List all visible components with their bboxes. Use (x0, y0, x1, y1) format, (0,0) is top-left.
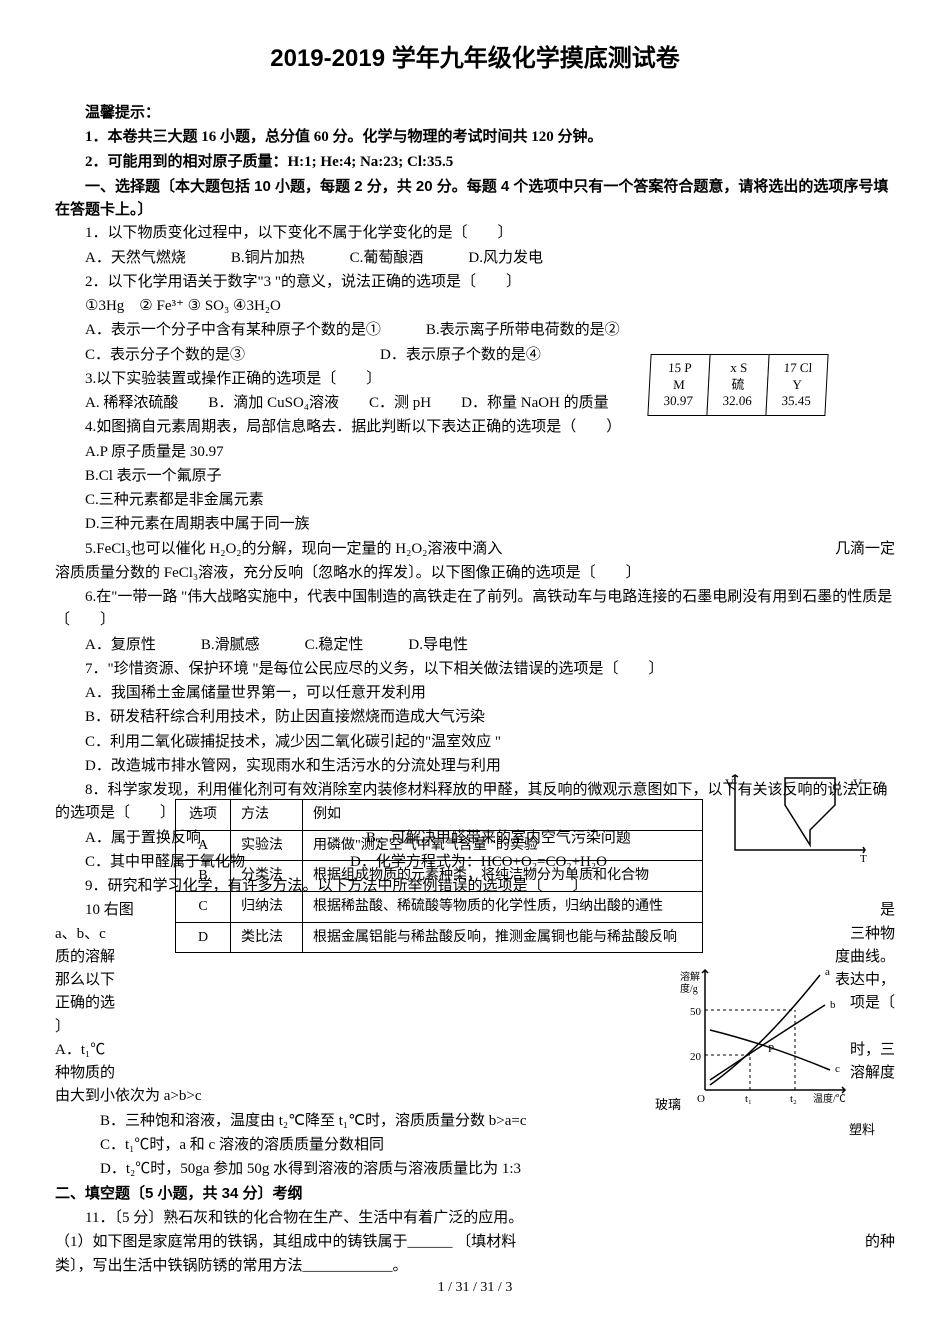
tip-2: 2．可能用到的相对原子质量：H:1; He:4; Na:23; Cl:35.5 (55, 151, 895, 174)
section-2-heading: 二、填空题〔5 小题，共 34 分〕考纲 (55, 1182, 895, 1205)
chart-ylabel: 溶解 (680, 970, 700, 983)
q2-c: C．表示分子个数的是③ (85, 347, 245, 363)
q1-d: D.风力发电 (468, 250, 543, 266)
q1-c: C.葡萄酿酒 (350, 250, 424, 266)
q5-p2: 几滴一定 (835, 538, 895, 561)
chart-annotation-glass: 玻璃 (655, 1095, 681, 1115)
q10-c: C．t₁℃时，a 和 c 溶液的溶质质量分数相同 (55, 1134, 895, 1157)
q2-a: A．表示一个分子中含有某种原子个数的是① (85, 322, 381, 338)
q2-ab: A．表示一个分子中含有某种原子个数的是① B.表示离子所带电荷数的是② (55, 319, 895, 342)
q2-b: B.表示离子所带电荷数的是② (426, 322, 620, 338)
svg-text:a: a (825, 966, 830, 978)
page-footer: 1 / 31 / 31 / 3 (0, 1277, 950, 1299)
q4-d: D.三种元素在周期表中属于同一族 (55, 513, 895, 536)
pt-cell-p: 15 P M 30.97 (647, 354, 710, 416)
q6-b: B.滑腻感 (201, 637, 260, 653)
table-row: B分类法根据组成物质的元素种类，将纯洁物分为单质和化合物 (176, 861, 703, 892)
q2: 2．以下化学用语关于数字"3 "的意义，说法正确的选项是〔 〕 (55, 271, 895, 294)
q7-c: C．利用二氧化碳捕捉技术，减少因二氧化碳引起的"温室效应 " (55, 731, 895, 754)
chart-annotation-plastic: 塑料 (849, 1120, 875, 1140)
exam-title: 2019-2019 学年九年级化学摸底测试卷 (55, 40, 895, 77)
svg-text:O: O (697, 1093, 705, 1105)
svg-text:P: P (768, 1043, 774, 1055)
svg-text:20: 20 (690, 1051, 702, 1063)
q1: 1．以下物质变化过程中，以下变化不属于化学变化的是〔 〕 (55, 222, 895, 245)
q11-1c: 类〕，写出生活中铁锅防锈的常用方法____________。 (55, 1255, 895, 1278)
periodic-table: 15 P M 30.97 x S 硫 32.06 17 Cl Y 35.45 (650, 354, 860, 416)
q2-formula: ①3Hg ② Fe³⁺ ③ SO₃ ④3H₂O (55, 295, 895, 318)
q1-options: A．天然气燃烧 B.铜片加热 C.葡萄酿酒 D.风力发电 (55, 247, 895, 270)
q6-d: D.导电性 (408, 637, 468, 653)
q2-d: D．表示原子个数的是④ (380, 347, 541, 363)
q4-c: C.三种元素都是非金属元素 (55, 489, 895, 512)
q7-b: B．研发秸秆综合利用技术，防止因直接燃烧而造成大气污染 (55, 706, 895, 729)
table-row: A实验法用磷做"测定空气中氧气含量 "的实验 (176, 830, 703, 861)
q11: 11．〔5 分〕熟石灰和铁的化合物在生产、生活中有着广泛的应用。 (55, 1207, 895, 1230)
q4-b: B.Cl 表示一个氟原子 (55, 465, 895, 488)
svg-text:V: V (725, 776, 735, 791)
q5-cont: 溶质质量分数的 FeCl₃溶液，充分反响〔忽略水的挥发〕。以下图像正确的选项是〔… (55, 562, 895, 585)
svg-text:度/g: 度/g (680, 982, 698, 995)
q1-a: A．天然气燃烧 (85, 250, 186, 266)
solubility-chart: 溶解 度/g 50 20 O t₁ t₂ 温度/℃ a b c P 玻璃 塑料 (680, 960, 860, 1120)
q3-b: B．滴加 CuSO₄溶液 (208, 395, 339, 411)
q6-options: A．复原性 B.滑腻感 C.稳定性 D.导电性 (55, 634, 895, 657)
q3-d: D．称量 NaOH 的质量 (461, 395, 609, 411)
q7-a: A．我国稀土金属储量世界第一，可以任意开发利用 (55, 682, 895, 705)
pt-cell-s: x S 硫 32.06 (706, 354, 769, 416)
svg-text:c: c (835, 1063, 840, 1075)
svg-text:t₁: t₁ (745, 1093, 752, 1105)
q7: 7．"珍惜资源、保护环境 "是每位公民应尽的义务，以下相关做法错误的选项是〔 〕 (55, 658, 895, 681)
q4: 4.如图摘自元素周期表，局部信息略去．据此判断以下表达正确的选项是（ ） (55, 416, 895, 439)
svg-text:50: 50 (690, 1006, 702, 1018)
svg-text:温度/℃: 温度/℃ (813, 1092, 846, 1105)
q6-a: A．复原性 (85, 637, 156, 653)
table-header: 选项方法例如 (176, 800, 703, 831)
svg-text:t₂: t₂ (790, 1093, 797, 1105)
svg-text:b: b (830, 999, 836, 1011)
q1-b: B.铜片加热 (231, 250, 305, 266)
q5-line1: 5.FeCl₃也可以催化 H₂O₂的分解，现向一定量的 H₂O₂溶液中滴入 几滴… (55, 538, 895, 561)
q3-c: C．测 pH (369, 395, 431, 411)
q4-a: A.P 原子质量是 30.97 (55, 441, 895, 464)
q5-p1: 5.FeCl₃也可以催化 H₂O₂的分解，现向一定量的 H₂O₂溶液中滴入 (55, 538, 502, 561)
funnel-diagram: V V T (725, 770, 875, 940)
q6: 6.在"一带一路 "伟大战略实施中，代表中国制造的高铁走在了前列。高铁动车与电路… (55, 586, 895, 633)
q11-1: （1）如下图是家庭常用的铁锅，其组成中的铸铁属于______ 〔填材料的种 (55, 1231, 895, 1254)
q6-c: C.稳定性 (305, 637, 364, 653)
tip-1: 1．本卷共三大题 16 小题，总分值 60 分。化学与物理的考试时间共 120 … (55, 126, 895, 149)
svg-text:T: T (860, 853, 867, 865)
pt-cell-cl: 17 Cl Y 35.45 (765, 354, 828, 416)
svg-text:V: V (853, 776, 863, 791)
q3-a: A. 稀释浓硫酸 (85, 395, 178, 411)
section-1-heading: 一、选择题〔本大题包括 10 小题，每题 2 分，共 20 分。每题 4 个选项… (55, 175, 895, 222)
tips-label: 温馨提示： (55, 102, 895, 125)
q10-d: D．t₂℃时，50ga 参加 50g 水得到溶液的溶质与溶液质量比为 1:3 (55, 1158, 895, 1181)
